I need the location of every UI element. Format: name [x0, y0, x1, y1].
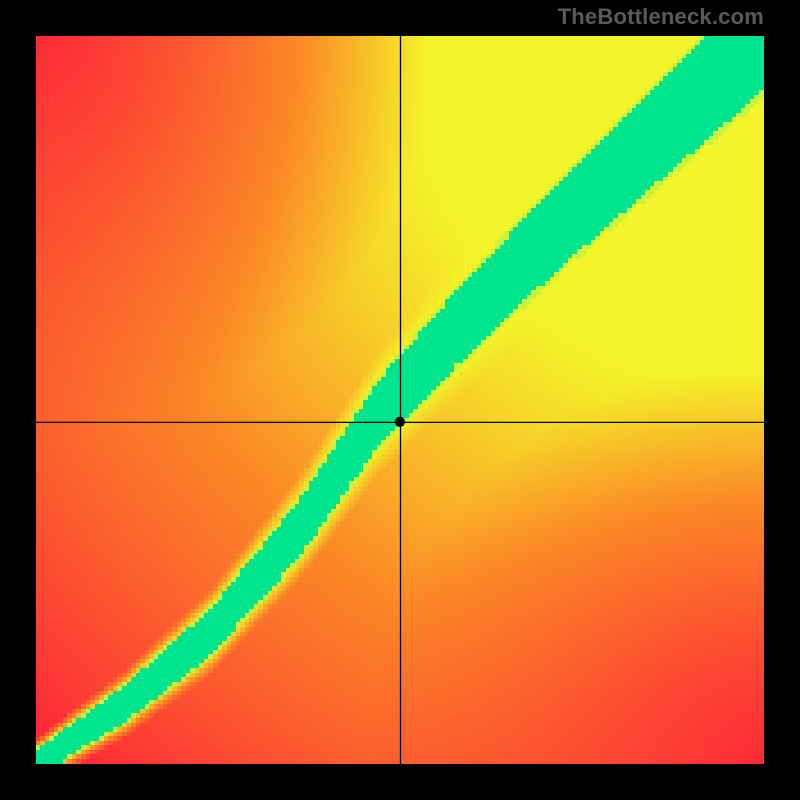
heatmap-plot-area [36, 36, 764, 764]
attribution-label: TheBottleneck.com [558, 4, 764, 30]
heatmap-canvas [36, 36, 764, 764]
chart-container: TheBottleneck.com [0, 0, 800, 800]
